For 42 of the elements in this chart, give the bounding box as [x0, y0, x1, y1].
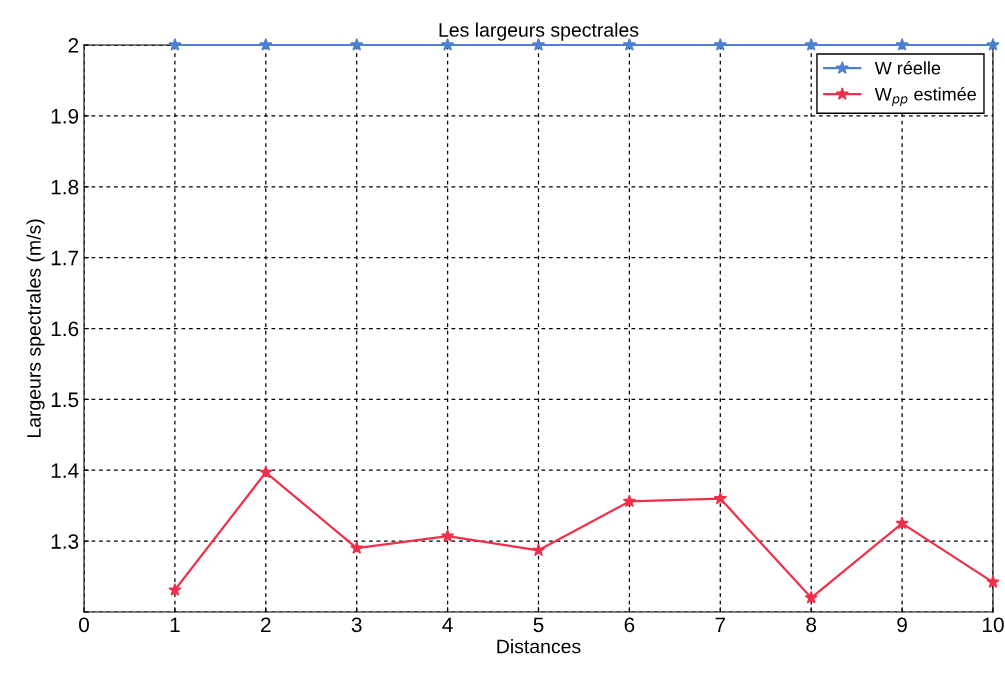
- legend-label: W réelle: [874, 61, 941, 75]
- point: [895, 38, 909, 51]
- x-tick-label: 4: [442, 617, 453, 632]
- x-tick-label: 5: [533, 617, 544, 633]
- x-tick-label: 7: [715, 617, 726, 632]
- x-tick-label: 8: [806, 617, 817, 633]
- x-tick-label: 6: [624, 617, 635, 633]
- point: [986, 575, 1000, 588]
- point: [804, 590, 818, 604]
- x-axis-title: Distances: [497, 639, 581, 654]
- point: [713, 491, 727, 505]
- point: [713, 38, 727, 51]
- point: [895, 516, 909, 530]
- y-tick-label: 1.6: [51, 321, 79, 337]
- y-tick-label: 2: [68, 38, 79, 53]
- point: [622, 494, 637, 508]
- point: [259, 38, 273, 51]
- point: [986, 38, 1000, 51]
- x-tick-label: 2: [261, 617, 271, 632]
- x-tick-label: 10: [983, 617, 1004, 633]
- point: [350, 38, 364, 51]
- point: [168, 38, 182, 51]
- x-tick-label: 9: [897, 617, 907, 633]
- point: [440, 529, 455, 542]
- y-tick-label: 1.8: [51, 179, 79, 195]
- y-tick-label: 1.7: [51, 250, 79, 266]
- x-tick-label: 3: [351, 617, 362, 633]
- y-tick-label: 1.3: [51, 534, 79, 549]
- point: [350, 541, 364, 554]
- point: [440, 38, 455, 51]
- x-tick-label: 0: [79, 617, 89, 633]
- chart-title: Les largeurs spectrales: [439, 22, 639, 41]
- x-tick-label: 1: [170, 617, 180, 632]
- point: [259, 465, 273, 479]
- y-axis-title: Largeurs spectrales (m/s): [26, 219, 45, 438]
- legend-label: W$_{pp}$ estimée: [874, 87, 976, 106]
- y-tick-label: 1.5: [51, 392, 79, 408]
- y-tick-label: 1.4: [51, 463, 79, 478]
- point: [804, 38, 818, 51]
- point: [168, 583, 182, 596]
- y-tick-label: 1.9: [51, 108, 79, 124]
- point: [531, 543, 546, 557]
